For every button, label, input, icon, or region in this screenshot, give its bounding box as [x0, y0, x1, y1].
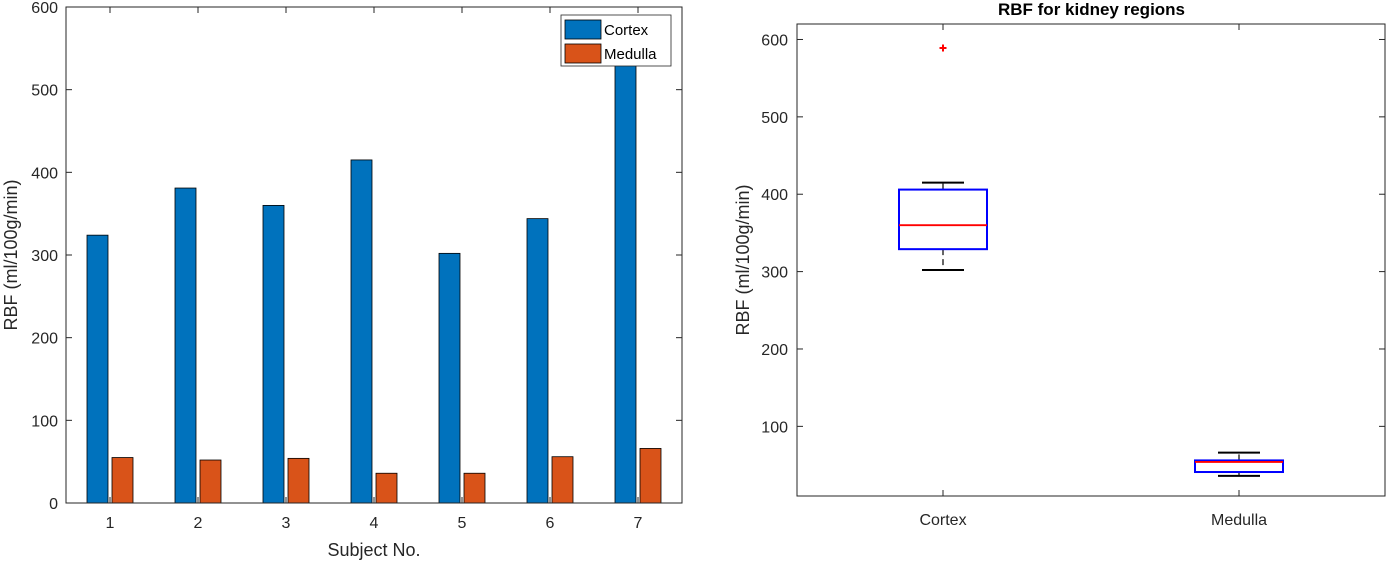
bar-chart: 0 100 200 300 400 500 600 1 2 3 4 5 6 7 Subject No. RBF… — [1, 0, 683, 560]
box-ytick-label: 200 — [761, 342, 788, 359]
bar-ytick-label: 600 — [31, 0, 58, 17]
box-cortex — [898, 188, 988, 251]
box-xtick-label-cortex: Cortex — [919, 512, 966, 529]
box-plot-title: RBF for kidney regions — [998, 0, 1185, 19]
bar-xtick-label: 3 — [282, 515, 291, 532]
legend-swatch-cortex — [564, 19, 602, 40]
bar-medulla-1 — [111, 457, 134, 504]
bar-cortex-2 — [174, 187, 197, 504]
box-plot-area — [797, 24, 1385, 496]
box-plot: 100 200 300 400 500 600 Cortex Medulla RBF for k… — [733, 0, 1386, 529]
box-ytick-label: 600 — [761, 32, 788, 49]
legend-swatch-medulla — [564, 43, 602, 64]
legend-label-cortex: Cortex — [604, 22, 649, 39]
outlier-cortex — [939, 44, 947, 52]
bar-medulla-4 — [375, 472, 398, 504]
bar-plot-area — [66, 7, 682, 503]
bar-cortex-3 — [262, 204, 285, 504]
box-medulla — [1194, 459, 1284, 474]
bar-cortex-5 — [438, 252, 461, 504]
bar-xtick-label: 7 — [634, 515, 643, 532]
bar-x-axis-label: Subject No. — [327, 540, 420, 560]
bar-cortex-6 — [526, 218, 549, 504]
bar-xtick-label: 4 — [370, 515, 379, 532]
bar-xtick-label: 2 — [194, 515, 203, 532]
box-ytick-label: 400 — [761, 187, 788, 204]
bar-ytick-label: 0 — [49, 496, 58, 513]
bar-y-axis-label: RBF (ml/100g/min) — [1, 179, 21, 330]
bar-medulla-3 — [287, 457, 310, 504]
bar-medulla-2 — [199, 459, 222, 504]
box-xtick-label-medulla: Medulla — [1211, 512, 1267, 529]
bar-ytick-label: 100 — [31, 413, 58, 430]
bar-ytick-label: 400 — [31, 165, 58, 182]
bar-xtick-label: 6 — [546, 515, 555, 532]
bar-ytick-label: 300 — [31, 248, 58, 265]
bar-xtick-label: 5 — [458, 515, 467, 532]
bar-ytick-label: 500 — [31, 83, 58, 100]
box-axes-box — [796, 23, 1386, 497]
bar-medulla-5 — [463, 472, 486, 504]
bar-medulla-7 — [639, 448, 662, 504]
bar-xtick-label: 1 — [106, 515, 115, 532]
box-ytick-label: 500 — [761, 110, 788, 127]
bar-cortex-7 — [614, 15, 637, 504]
bar-cortex-4 — [350, 159, 373, 504]
box-y-axis-label: RBF (ml/100g/min) — [733, 184, 753, 335]
bar-cortex-1 — [86, 234, 109, 504]
box-ytick-label: 100 — [761, 419, 788, 436]
box-ytick-label: 300 — [761, 265, 788, 282]
bar-medulla-6 — [551, 456, 574, 504]
bar-ytick-label: 200 — [31, 331, 58, 348]
legend-label-medulla: Medulla — [604, 46, 657, 63]
bar-legend: Cortex Medulla — [560, 14, 672, 67]
